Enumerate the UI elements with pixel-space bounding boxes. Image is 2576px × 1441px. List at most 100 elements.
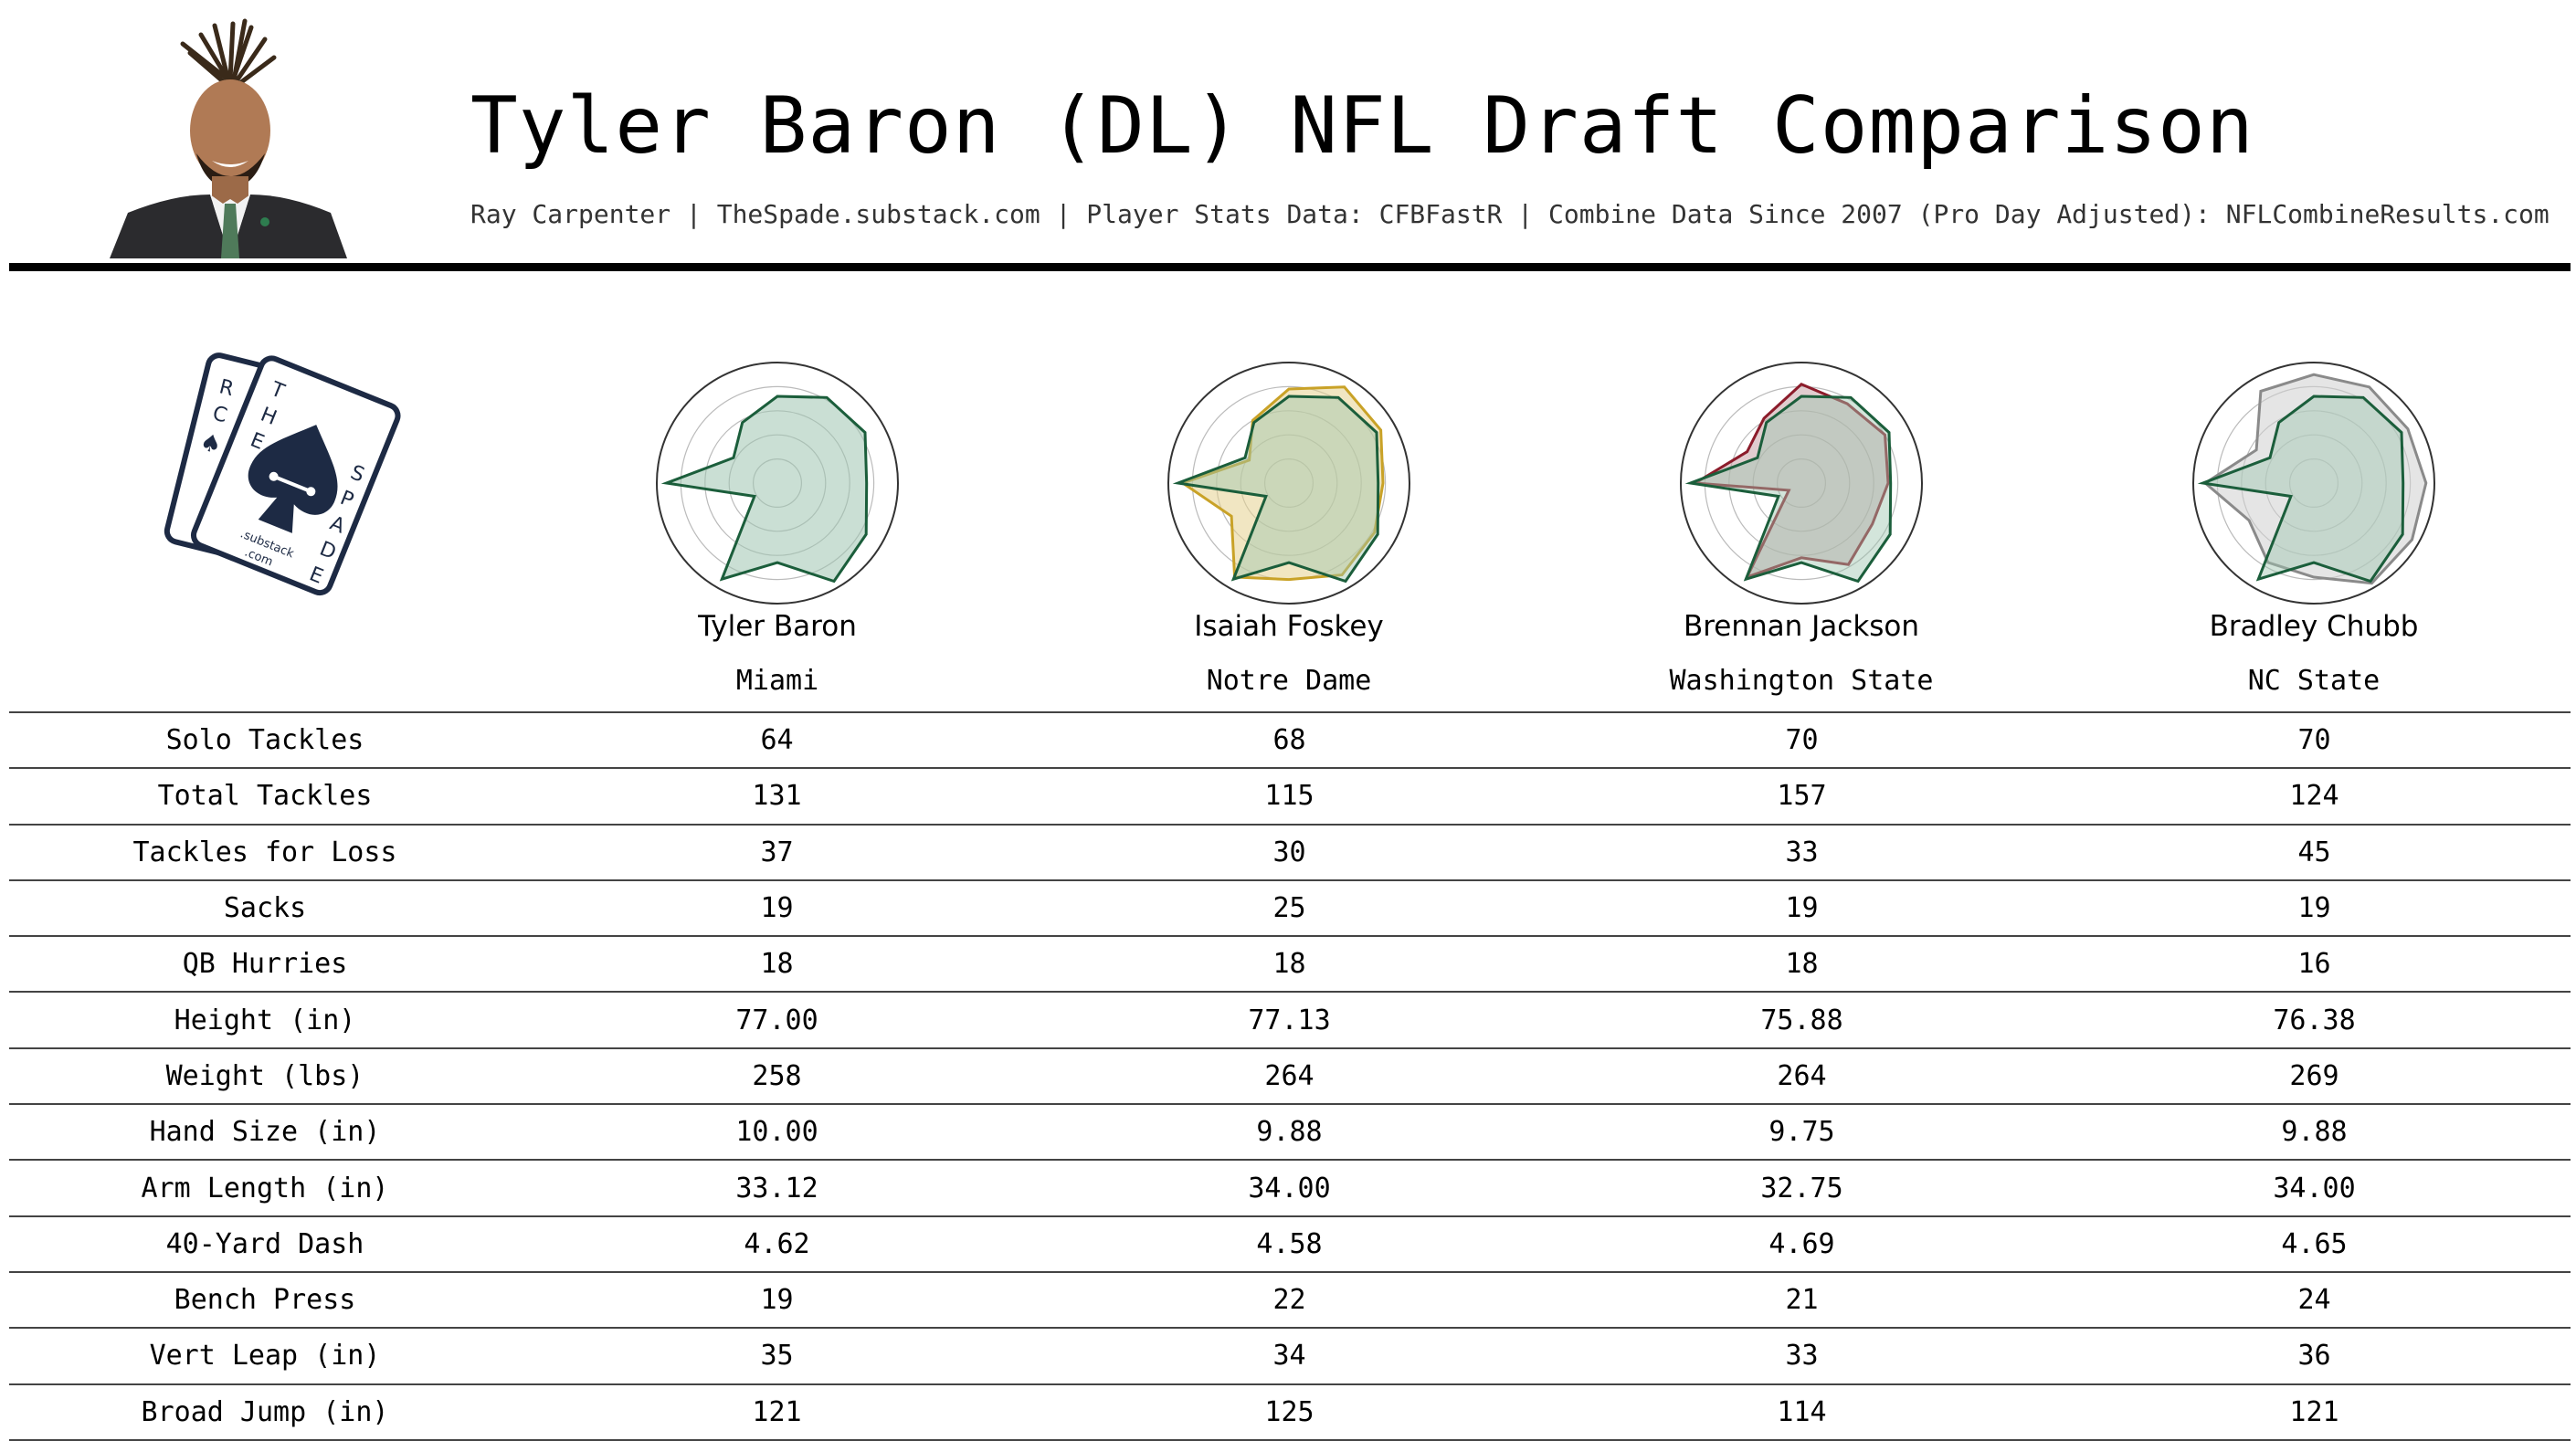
stat-value: 76.38 [2058, 991, 2571, 1048]
radar-series-1 [1179, 385, 1385, 582]
stat-value: 18 [1033, 935, 1546, 993]
stat-value: 19 [521, 878, 1033, 937]
stat-label: 40-Yard Dash [9, 1215, 521, 1272]
stat-value: 157 [1546, 767, 2058, 825]
table-row: 40-Yard Dash 4.62 4.58 4.69 4.65 [9, 1215, 2571, 1272]
player-headshot [110, 18, 347, 258]
radar-series-3 [2202, 373, 2428, 585]
table-row: Vert Leap (in) 35 34 33 36 [9, 1327, 2571, 1384]
player-school: Washington State [1669, 665, 1934, 697]
stat-value: 124 [2058, 767, 2571, 825]
stat-value: 18 [1546, 935, 2058, 993]
stat-value: 125 [1033, 1383, 1546, 1441]
stat-value: 9.88 [2058, 1103, 2571, 1161]
radar-chart-player-1 [656, 362, 899, 605]
stat-value: 114 [1546, 1383, 2058, 1441]
radar-series-0-overlay [2197, 394, 2405, 584]
stat-value: 70 [1546, 710, 2058, 769]
table-row: Total Tackles 131 115 157 124 [9, 767, 2571, 825]
stat-value: 35 [521, 1327, 1033, 1384]
stat-value: 16 [2058, 935, 2571, 993]
stat-value: 18 [521, 935, 1033, 993]
stat-label: Vert Leap (in) [9, 1327, 521, 1384]
stat-value: 34.00 [2058, 1159, 2571, 1216]
stat-value: 45 [2058, 823, 2571, 880]
stat-value: 21 [1546, 1270, 2058, 1329]
stat-value: 19 [1546, 878, 2058, 937]
stat-value: 10.00 [521, 1103, 1033, 1161]
stat-value: 77.00 [521, 991, 1033, 1048]
stat-label: Solo Tackles [9, 710, 521, 769]
stat-value: 30 [1033, 823, 1546, 880]
stat-value: 24 [2058, 1270, 2571, 1329]
stat-label: Weight (lbs) [9, 1047, 521, 1105]
radar-series-2 [1691, 383, 1890, 580]
stat-value: 131 [521, 767, 1033, 825]
stat-value: 121 [2058, 1383, 2571, 1441]
table-row: QB Hurries 18 18 18 16 [9, 935, 2571, 993]
player-name: Tyler Baron [698, 610, 857, 643]
stat-value: 269 [2058, 1047, 2571, 1105]
stat-label: Height (in) [9, 991, 521, 1048]
header-divider [9, 263, 2571, 271]
stat-value: 258 [521, 1047, 1033, 1105]
table-row: Weight (lbs) 258 264 264 269 [9, 1047, 2571, 1105]
the-spade-logo: R C ♠ T H E S P A D E .substack .com [164, 352, 401, 596]
stat-value: 9.88 [1033, 1103, 1546, 1161]
stat-label: Broad Jump (in) [9, 1383, 521, 1441]
radar-series-0-overlay [1172, 394, 1380, 584]
table-row: Tackles for Loss 37 30 33 45 [9, 823, 2571, 880]
stat-label: Total Tackles [9, 767, 521, 825]
radar-series-0-overlay [1684, 394, 1893, 584]
stat-value: 37 [521, 823, 1033, 880]
stat-value: 77.13 [1033, 991, 1546, 1048]
stat-value: 22 [1033, 1270, 1546, 1329]
stat-value: 19 [2058, 878, 2571, 937]
stat-value: 33.12 [521, 1159, 1033, 1216]
stat-value: 264 [1546, 1047, 2058, 1105]
table-row: Broad Jump (in) 121 125 114 121 [9, 1383, 2571, 1441]
stat-value: 4.65 [2058, 1215, 2571, 1272]
stat-label: Tackles for Loss [9, 823, 521, 880]
stat-value: 34.00 [1033, 1159, 1546, 1216]
player-school: Notre Dame [1206, 665, 1372, 697]
radar-chart-player-3 [1680, 362, 1923, 605]
table-row: Bench Press 19 22 21 24 [9, 1270, 2571, 1329]
page-subtitle: Ray Carpenter | TheSpade.substack.com | … [470, 199, 2550, 229]
player-name: Isaiah Foskey [1194, 610, 1384, 643]
stat-value: 33 [1546, 1327, 2058, 1384]
stat-label: QB Hurries [9, 935, 521, 993]
player-school: NC State [2247, 665, 2381, 697]
player-name: Bradley Chubb [2209, 610, 2419, 643]
stat-value: 19 [521, 1270, 1033, 1329]
stat-value: 4.62 [521, 1215, 1033, 1272]
radar-series-0 [660, 394, 869, 584]
table-row: Sacks 19 25 19 19 [9, 878, 2571, 937]
stat-value: 33 [1546, 823, 2058, 880]
table-row: Height (in) 77.00 77.13 75.88 76.38 [9, 991, 2571, 1048]
table-row: Arm Length (in) 33.12 34.00 32.75 34.00 [9, 1159, 2571, 1216]
stat-value: 32.75 [1546, 1159, 2058, 1216]
stat-value: 34 [1033, 1327, 1546, 1384]
page-title: Tyler Baron (DL) NFL Draft Comparison [470, 80, 2254, 172]
stat-label: Bench Press [9, 1270, 521, 1329]
table-row: Solo Tackles 64 68 70 70 [9, 710, 2571, 769]
stat-label: Arm Length (in) [9, 1159, 521, 1216]
stats-comparison-table: Solo Tackles 64 68 70 70 Total Tackles 131 115 1… [9, 710, 2571, 1441]
stat-value: 75.88 [1546, 991, 2058, 1048]
logo-letter: R [216, 375, 236, 401]
stat-value: 36 [2058, 1327, 2571, 1384]
stat-label: Sacks [9, 878, 521, 937]
stat-value: 68 [1033, 710, 1546, 769]
logo-letter: C [210, 402, 229, 427]
stat-value: 25 [1033, 878, 1546, 937]
stat-value: 4.69 [1546, 1215, 2058, 1272]
stat-value: 115 [1033, 767, 1546, 825]
table-row: Hand Size (in) 10.00 9.88 9.75 9.88 [9, 1103, 2571, 1161]
stat-value: 9.75 [1546, 1103, 2058, 1161]
radar-chart-player-4 [2192, 362, 2435, 605]
stat-value: 64 [521, 710, 1033, 769]
stat-value: 70 [2058, 710, 2571, 769]
stat-label: Hand Size (in) [9, 1103, 521, 1161]
radar-chart-player-2 [1167, 362, 1410, 605]
